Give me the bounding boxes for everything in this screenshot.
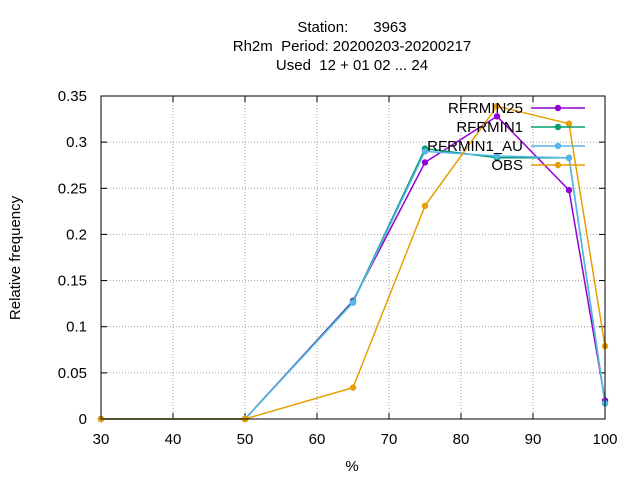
axis-ticks: 30 40 50 60 70 80 90 100 0 0.05 0.1 0.15 0.2 0.25 0.3 0…	[58, 88, 618, 448]
legend-marker-rfrmin25	[554, 104, 562, 112]
legend: RFRMIN25 RFRMIN1 RFRMIN1_AU OBS	[427, 100, 585, 174]
y-tick-label: 0.2	[66, 226, 87, 243]
series-line-rfrmin1	[101, 147, 606, 420]
data-point	[565, 186, 573, 194]
chart-title-line-2: Rh2m Period: 20200203-20200217	[233, 38, 472, 55]
legend-marker-rfrmin1-au	[554, 142, 562, 150]
series-rfrmin1-au	[97, 148, 609, 423]
data-point	[493, 113, 501, 120]
legend-label-rfrmin1-au: RFRMIN1_AU	[427, 138, 523, 155]
y-tick-label: 0.05	[58, 365, 87, 382]
data-point	[421, 159, 429, 166]
legend-label-rfrmin1: RFRMIN1	[456, 119, 523, 136]
data-point	[421, 148, 429, 155]
series-rfrmin1	[97, 145, 609, 423]
x-tick-label: 60	[309, 431, 326, 448]
legend-marker-rfrmin1	[554, 123, 562, 131]
y-tick-label: 0	[79, 411, 87, 428]
y-tick-label: 0.15	[58, 273, 87, 290]
series-line-rfrmin25	[101, 115, 606, 420]
y-axis-label: Relative frequency	[7, 195, 24, 320]
data-point	[421, 202, 429, 210]
y-tick-label: 0.35	[58, 88, 87, 105]
x-tick-label: 40	[165, 431, 182, 448]
data-point	[565, 154, 573, 162]
x-tick-label: 80	[453, 431, 470, 448]
x-tick-label: 90	[525, 431, 542, 448]
data-point	[493, 152, 501, 160]
chart-title-line-1: Station: 3963	[297, 19, 406, 36]
x-tick-label: 30	[93, 431, 110, 448]
grid	[101, 96, 605, 419]
legend-label-rfrmin25: RFRMIN25	[448, 100, 523, 117]
data-point	[349, 384, 357, 391]
y-tick-label: 0.1	[66, 319, 87, 336]
data-point	[349, 299, 357, 306]
plot-frame	[100, 95, 606, 420]
chart-title-line-3: Used 12 + 01 02 ... 24	[276, 57, 428, 74]
data-point	[565, 120, 573, 127]
x-tick-label: 100	[592, 431, 617, 448]
series-line-rfrmin1-au	[101, 150, 606, 420]
y-tick-label: 0.3	[66, 134, 87, 151]
legend-label-obs: OBS	[491, 157, 523, 174]
x-tick-label: 70	[381, 431, 398, 448]
series-rfrmin25	[97, 113, 609, 423]
plot-series	[97, 102, 609, 423]
x-tick-label: 50	[237, 431, 254, 448]
y-tick-label: 0.25	[58, 180, 87, 197]
x-axis-label: %	[345, 458, 358, 475]
series-line-obs	[101, 105, 606, 420]
legend-marker-obs	[554, 161, 562, 169]
data-point	[493, 102, 501, 110]
